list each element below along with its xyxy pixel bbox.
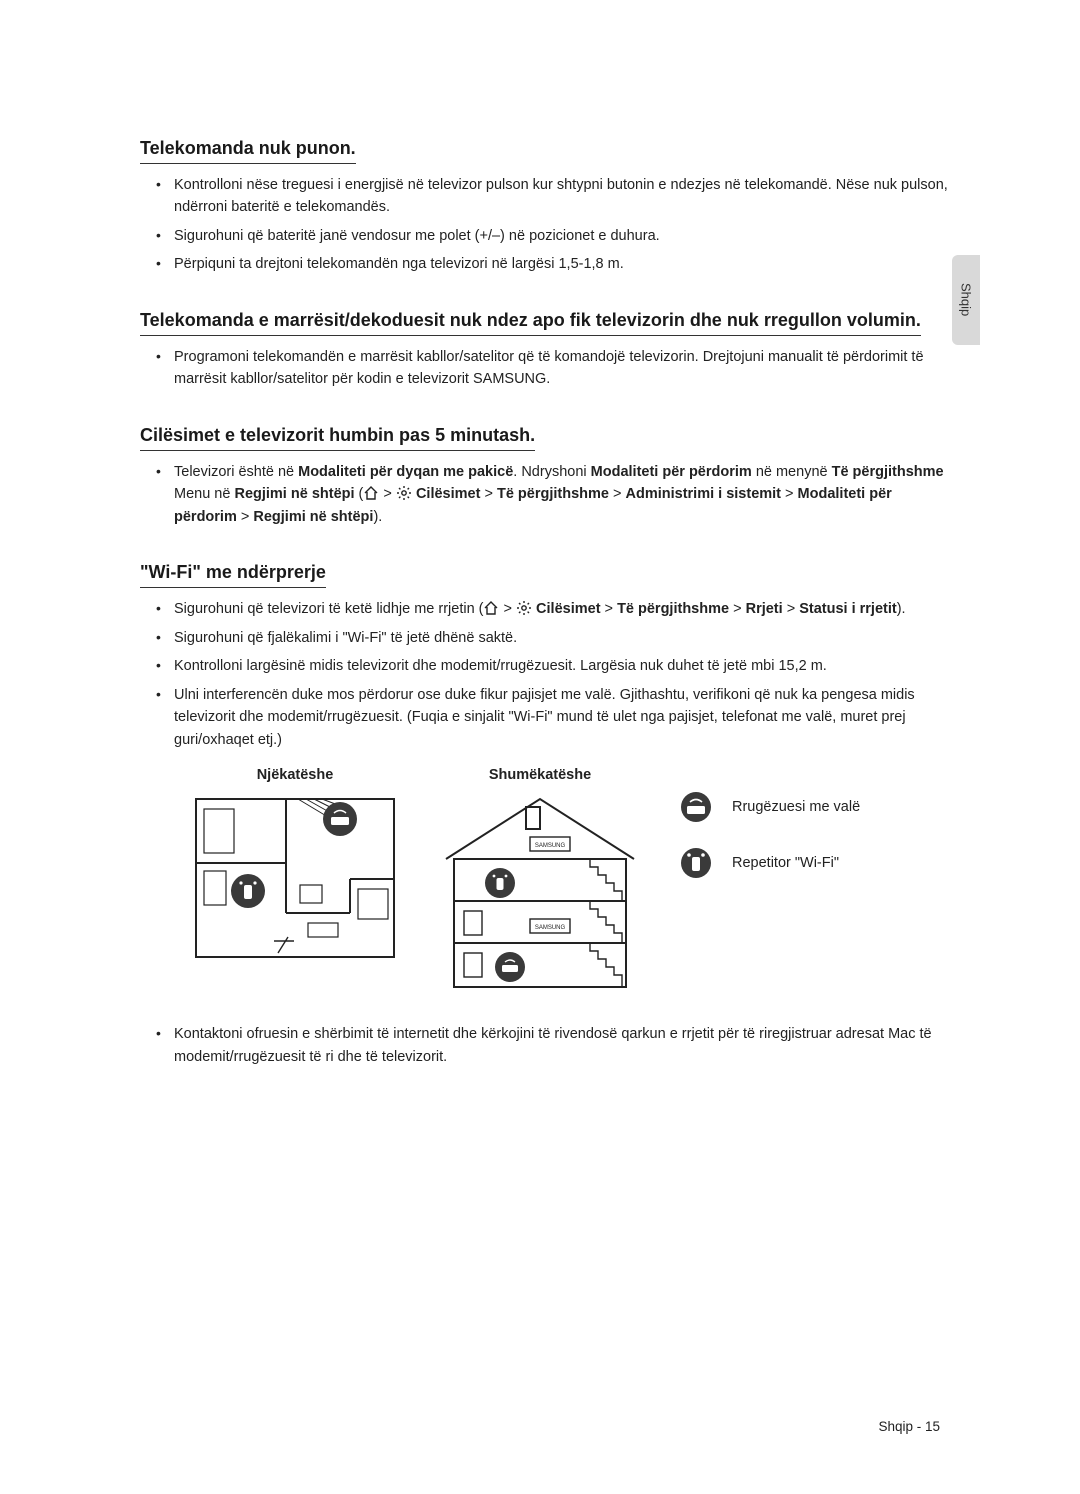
bullet-item: Kontrolloni largësinë midis televizorit … xyxy=(162,655,950,677)
bullet-item: Televizori është në Modaliteti për dyqan… xyxy=(162,461,950,528)
diagrams-row: Njëkatëshe xyxy=(190,767,950,993)
legend-label: Rrugëzuesi me valë xyxy=(732,799,860,815)
bold-text: Statusi i rrjetit xyxy=(799,601,897,617)
home-icon xyxy=(483,600,499,616)
bold-text: Rrjeti xyxy=(746,601,783,617)
text: . Ndryshoni xyxy=(513,464,590,480)
legend-row-repeater: Repetitor "Wi-Fi" xyxy=(680,847,860,879)
page-footer: Shqip - 15 xyxy=(878,1419,940,1434)
section-wifi: "Wi-Fi" me ndërprerje Sigurohuni që tele… xyxy=(140,534,950,1068)
language-tab: Shqip xyxy=(952,255,980,345)
diagram-multi-storey: Shumëkatëshe xyxy=(440,767,640,993)
bold-text: Të përgjithshme xyxy=(497,486,609,502)
house-multi-icon: SAMSUNG SAMSUNG xyxy=(440,793,640,993)
bullet-item: Ulni interferencën duke mos përdorur ose… xyxy=(162,684,950,751)
bullet-list: Kontaktoni ofruesin e shërbimit të inter… xyxy=(140,1023,950,1068)
bold-text: Administrimi i sistemit xyxy=(626,486,782,502)
page: Shqip Telekomanda nuk punon. Kontrolloni… xyxy=(0,0,1080,1494)
bold-text: Regjimi në shtëpi xyxy=(253,509,373,525)
diagram-label: Shumëkatëshe xyxy=(489,767,591,783)
bold-text: Modaliteti për përdorim xyxy=(591,464,752,480)
diagram-single-storey: Njëkatëshe xyxy=(190,767,400,963)
heading-wifi: "Wi-Fi" me ndërprerje xyxy=(140,562,326,588)
text: Sigurohuni që televizori të ketë lidhje … xyxy=(174,601,483,617)
bullet-item: Sigurohuni që bateritë janë vendosur me … xyxy=(162,225,950,247)
repeater-icon xyxy=(680,847,712,879)
bullet-item: Sigurohuni që televizori të ketë lidhje … xyxy=(162,598,950,620)
text: Televizori është në xyxy=(174,464,298,480)
heading-remote-not-working: Telekomanda nuk punon. xyxy=(140,138,356,164)
svg-text:SAMSUNG: SAMSUNG xyxy=(535,925,566,931)
gear-icon xyxy=(516,600,532,616)
section-decoder-remote: Telekomanda e marrësit/dekoduesit nuk nd… xyxy=(140,282,950,391)
bold-text: Të përgjithshme xyxy=(832,464,944,480)
bullet-list: Programoni telekomandën e marrësit kabll… xyxy=(140,346,950,391)
text: Menu në xyxy=(174,486,234,502)
section-settings-lost: Cilësimet e televizorit humbin pas 5 min… xyxy=(140,397,950,528)
heading-decoder-remote: Telekomanda e marrësit/dekoduesit nuk nd… xyxy=(140,310,921,336)
home-icon xyxy=(363,485,379,501)
svg-text:SAMSUNG: SAMSUNG xyxy=(535,843,566,849)
legend-row-router: Rrugëzuesi me valë xyxy=(680,791,860,823)
bullet-item: Kontaktoni ofruesin e shërbimit të inter… xyxy=(162,1023,950,1068)
section-remote-not-working: Telekomanda nuk punon. Kontrolloni nëse … xyxy=(140,110,950,276)
text: në menynë xyxy=(752,464,832,480)
router-icon xyxy=(680,791,712,823)
heading-settings-lost: Cilësimet e televizorit humbin pas 5 min… xyxy=(140,425,535,451)
bullet-item: Përpiquni ta drejtoni telekomandën nga t… xyxy=(162,253,950,275)
bullet-list: Sigurohuni që televizori të ketë lidhje … xyxy=(140,598,950,751)
bold-text: Cilësimet xyxy=(416,486,480,502)
bullet-item: Kontrolloni nëse treguesi i energjisë në… xyxy=(162,174,950,219)
bullet-list: Televizori është në Modaliteti për dyqan… xyxy=(140,461,950,528)
bullet-item: Sigurohuni që fjalëkalimi i "Wi-Fi" të j… xyxy=(162,627,950,649)
bullet-list: Kontrolloni nëse treguesi i energjisë në… xyxy=(140,174,950,276)
diagram-legend: Rrugëzuesi me valë Repetitor "Wi-Fi" xyxy=(680,791,860,879)
floorplan-single-icon xyxy=(190,793,400,963)
bold-text: Të përgjithshme xyxy=(617,601,729,617)
bold-text: Regjimi në shtëpi xyxy=(234,486,354,502)
bold-text: Modaliteti për dyqan me pakicë xyxy=(298,464,513,480)
gear-icon xyxy=(396,485,412,501)
bullet-item: Programoni telekomandën e marrësit kabll… xyxy=(162,346,950,391)
legend-label: Repetitor "Wi-Fi" xyxy=(732,855,839,871)
diagram-label: Njëkatëshe xyxy=(257,767,334,783)
bold-text: Cilësimet xyxy=(536,601,600,617)
